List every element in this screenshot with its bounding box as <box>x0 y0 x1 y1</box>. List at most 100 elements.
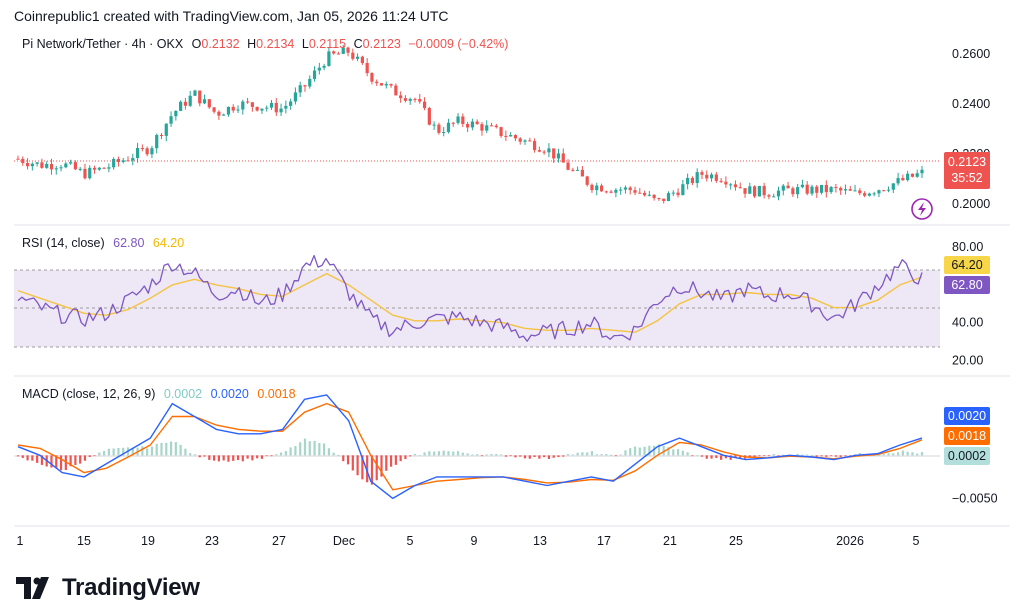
candle-body <box>92 167 97 170</box>
macd-hist-bar <box>318 443 321 456</box>
macd-hist-bar <box>691 455 694 457</box>
macd-hist-bar <box>533 455 536 457</box>
macd-hist-bar <box>825 455 828 457</box>
candle-body <box>78 168 82 170</box>
candle-body <box>202 99 207 104</box>
candle-body <box>40 162 44 168</box>
macd-hist-bar <box>16 455 20 457</box>
candle-body <box>863 193 867 196</box>
macd-hist-bar <box>624 450 627 456</box>
candle-body <box>475 121 479 125</box>
candle-body <box>365 63 369 74</box>
candle-body <box>906 173 910 181</box>
candle-body <box>666 193 671 202</box>
candle-body <box>45 163 49 168</box>
lightning-icon[interactable] <box>911 198 933 220</box>
macd-hist-bar <box>610 454 613 456</box>
macd-hist-bar <box>858 453 861 456</box>
macd-hist-bar <box>806 454 809 456</box>
rsi-axis-tick: 20.00 <box>952 354 983 368</box>
macd-hist-bar <box>887 453 890 456</box>
candle-body <box>762 185 766 196</box>
low-label: L <box>302 37 309 51</box>
candle-body <box>188 95 192 106</box>
candle-body <box>910 173 915 177</box>
macd-hist-bar <box>203 455 206 457</box>
macd-hist-bar <box>523 455 527 459</box>
macd-hist-bar <box>342 455 345 462</box>
tradingview-logo[interactable]: TradingView <box>16 574 200 602</box>
candle-body <box>767 195 771 197</box>
macd-hist-bar <box>504 455 507 457</box>
candle-body <box>867 193 871 196</box>
candle-body <box>389 84 393 86</box>
candle-body <box>437 124 441 133</box>
signal-tag <box>944 427 990 445</box>
macd-hist-bar <box>102 450 106 456</box>
macd-hist-bar <box>69 455 72 467</box>
macd-hist-bar <box>389 455 393 467</box>
candle-body <box>332 51 336 54</box>
macd-hist-bar <box>600 454 603 456</box>
macd-hist-bar <box>547 455 551 459</box>
macd-hist-bar <box>50 455 53 468</box>
macd-hist-bar <box>141 446 144 456</box>
macd-hist-bar <box>270 455 273 457</box>
macd-hist-bar <box>160 442 163 456</box>
macd-hist-bar <box>777 455 780 457</box>
macd-hist-bar <box>643 446 646 456</box>
macd-hist-bar <box>796 453 799 456</box>
candle-body <box>16 158 20 160</box>
candle-body <box>451 122 455 124</box>
open-value: 0.2132 <box>201 37 239 51</box>
macd-hist-bar <box>514 455 517 458</box>
candle-body <box>193 90 197 96</box>
macd-hist-bar <box>763 455 766 457</box>
candle-body <box>312 70 317 79</box>
candle-body <box>891 183 895 190</box>
rsi-axis-tick: 80.00 <box>952 240 983 254</box>
macd-hist-bar <box>294 446 297 456</box>
x-axis-label: Dec <box>333 534 355 548</box>
candle-body <box>499 127 503 136</box>
candle-body <box>791 188 795 195</box>
rsi-line <box>17 254 923 342</box>
macd-hist-bar <box>830 455 833 457</box>
macd-hist-bar <box>356 455 359 476</box>
macd-hist-bar <box>581 452 584 456</box>
candle-body <box>757 185 761 197</box>
candle-body <box>714 174 718 181</box>
candle-body <box>647 194 651 196</box>
macd-hist-bar <box>323 443 326 456</box>
macd-hist-bar <box>566 454 570 456</box>
candle-body <box>518 138 522 142</box>
x-axis-label: 13 <box>533 534 547 548</box>
macd-hist-bar <box>681 450 684 456</box>
candle-body <box>590 184 594 191</box>
macd-hist-bar <box>729 455 732 460</box>
candle-body <box>289 101 293 106</box>
macd-hist-bar <box>165 442 168 456</box>
current-price-tag-text: 0.2123 <box>948 155 986 169</box>
candle-body <box>327 51 331 66</box>
candle-body <box>183 101 188 106</box>
candle-body <box>222 114 226 116</box>
candle-body <box>298 85 302 93</box>
candle-body <box>657 198 661 200</box>
candle-body <box>800 184 805 188</box>
macd-hist-bar <box>55 455 58 468</box>
macd-hist-bar <box>236 455 240 460</box>
macd-hist-bar <box>739 455 742 458</box>
current-price-tag <box>944 152 990 189</box>
macd-hist-bar <box>351 455 354 471</box>
candle-body <box>776 190 781 197</box>
macd-hist-bar <box>662 445 665 456</box>
candle-body <box>174 110 178 117</box>
candle-body <box>25 162 30 167</box>
candle-body <box>743 188 747 194</box>
candle-body <box>150 148 154 155</box>
x-axis-label: 9 <box>471 534 478 548</box>
macd-hist-bar <box>222 455 225 461</box>
macd-hist-bar <box>256 455 259 459</box>
